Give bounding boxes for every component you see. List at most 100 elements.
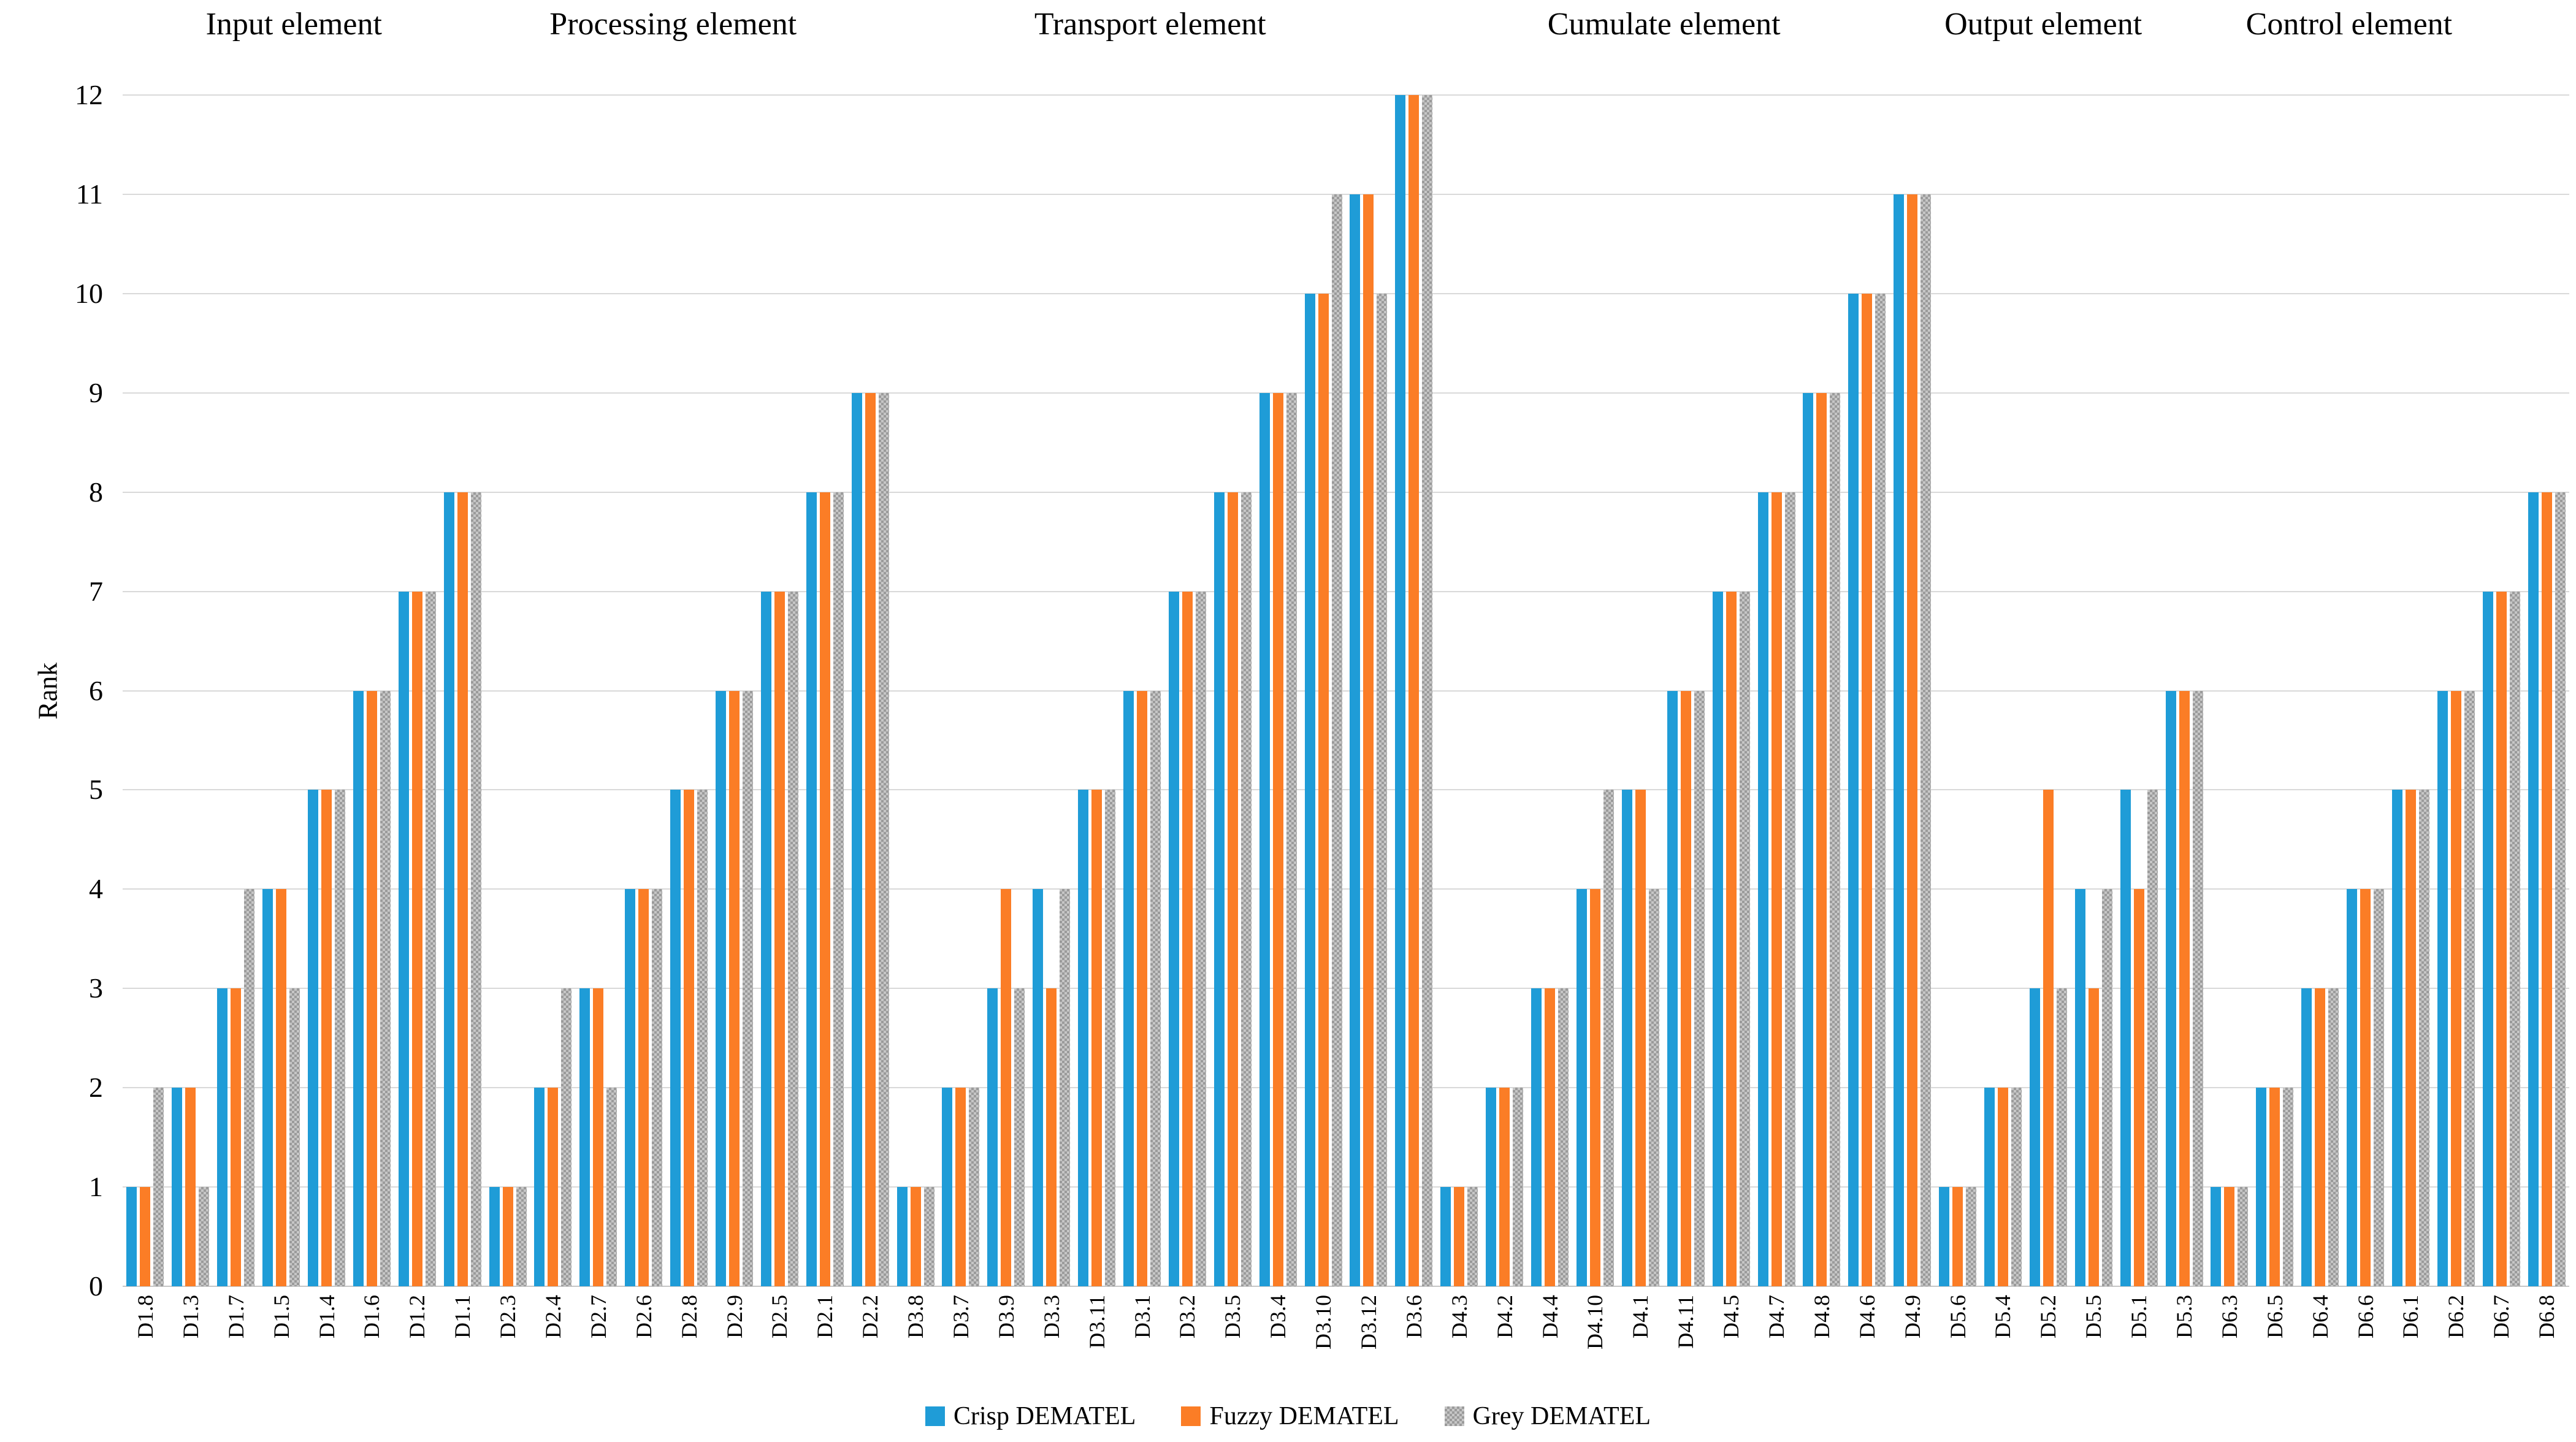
- x-label-D1.1: D1.1: [440, 1295, 485, 1338]
- bar-grey-D2.8: [697, 790, 708, 1286]
- x-label-text-D5.1: D5.1: [2127, 1295, 2152, 1338]
- category-D3.1: D3.1: [1120, 95, 1165, 1338]
- bar-fuzzy-D5.2: [2043, 790, 2054, 1286]
- category-D5.3: D5.3: [2161, 95, 2207, 1338]
- y-tick-label-6: 6: [89, 674, 103, 706]
- bar-crisp-D1.7: [217, 988, 228, 1286]
- x-label-D1.2: D1.2: [394, 1295, 440, 1338]
- bar-crisp-D2.6: [625, 889, 636, 1286]
- x-label-text-D6.8: D6.8: [2534, 1295, 2559, 1338]
- gridline-5: [123, 789, 2569, 791]
- x-label-D3.10: D3.10: [1301, 1295, 1346, 1349]
- x-label-D1.3: D1.3: [168, 1295, 213, 1338]
- x-label-D3.11: D3.11: [1074, 1295, 1120, 1349]
- x-label-text-D1.6: D1.6: [359, 1295, 384, 1338]
- category-D5.5: D5.5: [2071, 95, 2116, 1338]
- x-label-D3.5: D3.5: [1210, 1295, 1255, 1338]
- gridline-12: [123, 94, 2569, 96]
- bar-grey-D4.10: [1603, 790, 1614, 1286]
- category-D6.2: D6.2: [2433, 95, 2479, 1338]
- category-D6.7: D6.7: [2479, 95, 2524, 1338]
- bar-fuzzy-D3.9: [1001, 889, 1012, 1286]
- x-label-text-D5.4: D5.4: [1990, 1295, 2016, 1338]
- bar-fuzzy-D3.1: [1137, 690, 1148, 1286]
- y-tick-label-9: 9: [89, 376, 103, 408]
- category-D1.7: D1.7: [213, 95, 259, 1338]
- bar-grey-D6.2: [2464, 690, 2475, 1286]
- category-D5.6: D5.6: [1935, 95, 1981, 1338]
- bar-fuzzy-D4.7: [1771, 492, 1782, 1286]
- category-D3.7: D3.7: [938, 95, 984, 1338]
- category-D3.9: D3.9: [984, 95, 1029, 1338]
- x-label-text-D2.5: D2.5: [767, 1295, 792, 1338]
- category-D5.2: D5.2: [2025, 95, 2071, 1338]
- bar-grey-D6.6: [2374, 889, 2385, 1286]
- x-label-text-D4.9: D4.9: [1900, 1295, 1925, 1338]
- x-label-text-D3.7: D3.7: [948, 1295, 973, 1338]
- category-D3.6: D3.6: [1391, 95, 1437, 1338]
- bar-fuzzy-D3.12: [1363, 194, 1374, 1286]
- bar-fuzzy-D3.5: [1227, 492, 1238, 1286]
- bar-fuzzy-D4.8: [1816, 392, 1827, 1286]
- bar-crisp-D4.8: [1803, 392, 1814, 1286]
- category-D4.3: D4.3: [1437, 95, 1482, 1338]
- gridline-0: [123, 1286, 2569, 1287]
- y-tick-label-4: 4: [89, 873, 103, 905]
- gridline-7: [123, 590, 2569, 592]
- x-label-text-D4.11: D4.11: [1673, 1295, 1699, 1349]
- bar-grey-D6.4: [2328, 988, 2339, 1286]
- bar-fuzzy-D3.11: [1091, 790, 1103, 1286]
- x-label-D3.12: D3.12: [1346, 1295, 1391, 1349]
- x-label-text-D1.8: D1.8: [132, 1295, 158, 1338]
- bar-grey-D2.5: [787, 591, 798, 1286]
- category-D1.6: D1.6: [349, 95, 394, 1338]
- bar-crisp-D2.3: [489, 1187, 500, 1286]
- x-label-D3.1: D3.1: [1120, 1295, 1165, 1338]
- x-label-text-D5.3: D5.3: [2172, 1295, 2197, 1338]
- bar-fuzzy-D4.6: [1862, 293, 1873, 1286]
- x-label-text-D1.1: D1.1: [450, 1295, 475, 1338]
- gridline-11: [123, 193, 2569, 195]
- category-D1.5: D1.5: [259, 95, 304, 1338]
- bar-grey-D1.1: [470, 492, 481, 1286]
- bar-fuzzy-D6.1: [2405, 790, 2416, 1286]
- bar-crisp-D5.1: [2120, 790, 2131, 1286]
- bar-crisp-D3.4: [1259, 392, 1270, 1286]
- bar-fuzzy-D1.8: [140, 1187, 151, 1286]
- x-label-D4.8: D4.8: [1799, 1295, 1844, 1338]
- bar-fuzzy-D3.10: [1318, 293, 1329, 1286]
- gridline-6: [123, 690, 2569, 692]
- bar-crisp-D4.7: [1757, 492, 1768, 1286]
- category-D4.10: D4.10: [1573, 95, 1618, 1349]
- x-label-D6.3: D6.3: [2207, 1295, 2252, 1338]
- x-label-D4.4: D4.4: [1527, 1295, 1573, 1338]
- bar-grey-D6.7: [2509, 591, 2520, 1286]
- category-D3.10: D3.10: [1301, 95, 1346, 1349]
- bar-crisp-D3.12: [1350, 194, 1361, 1286]
- y-tick-label-0: 0: [89, 1270, 103, 1302]
- x-label-D4.10: D4.10: [1573, 1295, 1618, 1349]
- bar-crisp-D1.6: [353, 690, 364, 1286]
- bar-fuzzy-D3.3: [1046, 988, 1057, 1286]
- category-D2.8: D2.8: [667, 95, 712, 1338]
- x-label-D2.1: D2.1: [802, 1295, 847, 1338]
- bar-grey-D4.7: [1784, 492, 1795, 1286]
- bar-fuzzy-D5.1: [2133, 889, 2144, 1286]
- legend-item-fuzzy: Fuzzy DEMATEL: [1181, 1402, 1399, 1431]
- bar-grey-D5.5: [2101, 889, 2112, 1286]
- bar-fuzzy-D2.7: [593, 988, 604, 1286]
- x-label-D4.11: D4.11: [1663, 1295, 1708, 1349]
- x-label-text-D4.1: D4.1: [1628, 1295, 1653, 1338]
- x-label-text-D4.4: D4.4: [1537, 1295, 1562, 1338]
- bar-crisp-D2.5: [760, 591, 771, 1286]
- bar-grey-D1.4: [335, 790, 345, 1286]
- category-D6.1: D6.1: [2388, 95, 2434, 1338]
- section-header-2: Processing element: [549, 7, 797, 42]
- bar-crisp-D5.6: [1939, 1187, 1950, 1286]
- bar-grey-D1.6: [380, 690, 391, 1286]
- x-label-text-D1.2: D1.2: [405, 1295, 430, 1338]
- x-label-D3.6: D3.6: [1391, 1295, 1437, 1338]
- category-D4.4: D4.4: [1527, 95, 1573, 1338]
- bar-grey-D3.6: [1422, 95, 1433, 1286]
- x-label-text-D4.6: D4.6: [1854, 1295, 1879, 1338]
